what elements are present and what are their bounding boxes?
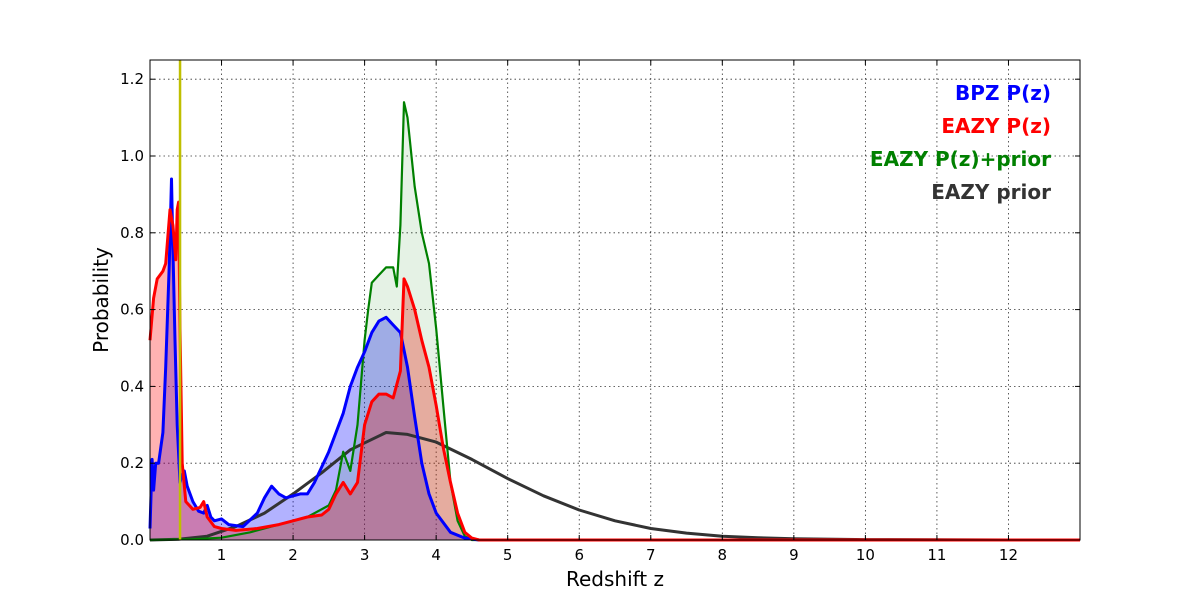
x-axis-ticks: 1 2 3 4 5 6 7 8 9 10 11 12: [217, 60, 1018, 564]
y-tick-label: 0.6: [120, 301, 144, 319]
x-tick-label: 12: [999, 546, 1018, 564]
eazy-p-z-area: [150, 202, 1080, 540]
legend-bpz-p-z: BPZ P(z): [955, 81, 1051, 105]
eazy-prior-line: [149, 431, 1009, 542]
y-tick-label: 0.2: [120, 454, 144, 472]
legend-eazy-p-z: EAZY P(z): [941, 114, 1051, 138]
x-tick-label: 6: [574, 546, 584, 564]
y-tick-label: 0.4: [120, 377, 144, 395]
legend-eazy-prior: EAZY prior: [931, 180, 1051, 204]
x-axis-label: Redshift z: [566, 567, 664, 591]
x-tick-label: 10: [856, 546, 875, 564]
x-tick-label: 9: [789, 546, 799, 564]
legend: BPZ P(z) EAZY P(z) EAZY P(z)+prior EAZY pri…: [870, 81, 1051, 204]
x-tick-label: 5: [503, 546, 513, 564]
eazy-p-z-line: [148, 200, 1080, 542]
bpz-p-z-area: [150, 179, 1080, 540]
y-axis-label: Probability: [89, 247, 113, 353]
eazy-p-z-prior-area: [150, 102, 1080, 540]
x-tick-label: 4: [431, 546, 441, 564]
plot-background: [150, 60, 1080, 540]
grid: [150, 60, 1080, 541]
x-tick-label: 3: [360, 546, 370, 564]
y-tick-label: 0.8: [120, 224, 144, 242]
y-tick-label: 1.2: [120, 70, 144, 88]
x-tick-label: 8: [718, 546, 728, 564]
y-tick-label: 0.0: [120, 531, 144, 549]
plot-frame: [149, 59, 1081, 541]
y-axis-ticks: 0.0 0.2 0.4 0.6 0.8 1.0 1.2: [120, 70, 1080, 549]
x-tick-label: 11: [927, 546, 946, 564]
x-tick-label: 2: [288, 546, 298, 564]
legend-eazy-p-z-prior: EAZY P(z)+prior: [870, 147, 1051, 171]
x-tick-label: 7: [646, 546, 656, 564]
series-lines: [148, 101, 1080, 542]
y-tick-label: 1.0: [120, 147, 144, 165]
series-areas: [150, 102, 1080, 540]
x-tick-label: 1: [217, 546, 227, 564]
